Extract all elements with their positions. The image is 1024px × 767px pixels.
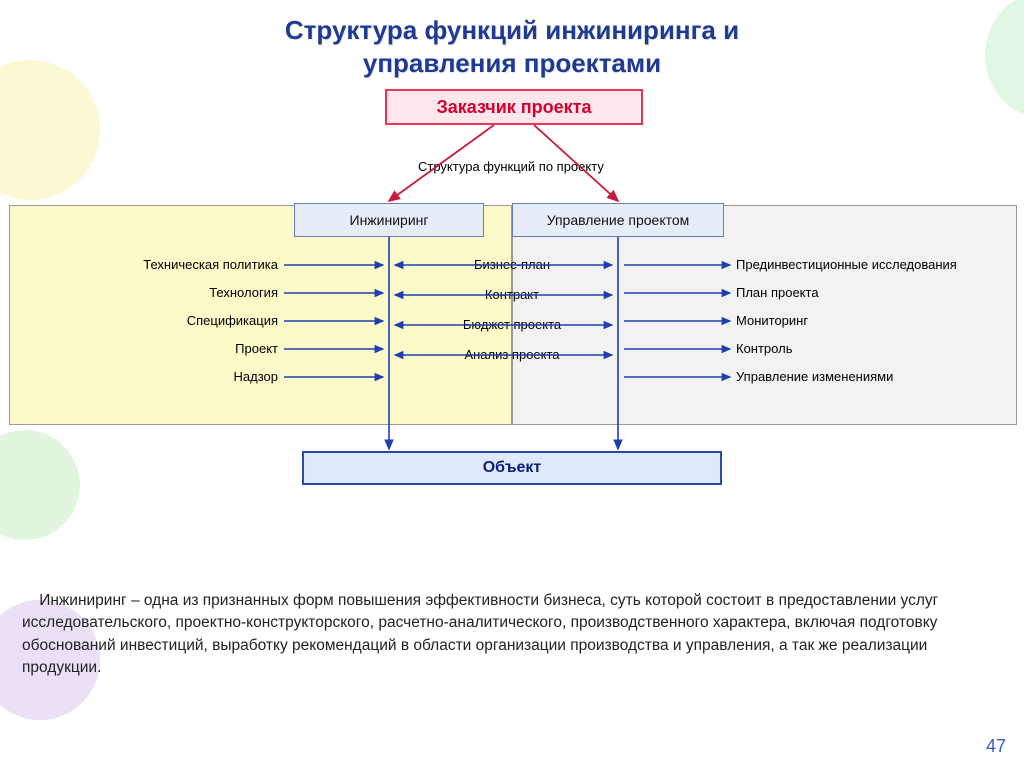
shared-item: Контракт — [432, 287, 592, 302]
shared-item: Анализ проекта — [432, 347, 592, 362]
pm-item: Прединвестиционные исследования — [736, 257, 957, 272]
definition-text: Инжиниринг – одна из признанных форм пов… — [22, 592, 938, 676]
pm-label: Управление проектом — [547, 212, 690, 228]
shared-item: Бизнес-план — [432, 257, 592, 272]
pm-item: Мониторинг — [736, 313, 808, 328]
engineering-item: Проект — [235, 341, 278, 356]
diagram: Заказчик проекта Структура функций по пр… — [0, 85, 1024, 485]
pm-box: Управление проектом — [512, 203, 724, 237]
structure-functions-label: Структура функций по проекту — [418, 159, 604, 174]
engineering-item: Спецификация — [187, 313, 278, 328]
engineering-box: Инжиниринг — [294, 203, 484, 237]
title-line2: управления проектами — [363, 48, 661, 78]
engineering-label: Инжиниринг — [350, 212, 429, 228]
slide-title: Структура функций инжиниринга и управлен… — [0, 14, 1024, 79]
title-line1: Структура функций инжиниринга и — [285, 15, 739, 45]
shared-item: Бюджет проекта — [432, 317, 592, 332]
engineering-item: Надзор — [234, 369, 278, 384]
pm-item: План проекта — [736, 285, 819, 300]
customer-label: Заказчик проекта — [436, 97, 591, 118]
engineering-item: Технология — [209, 285, 278, 300]
object-box: Объект — [302, 451, 722, 485]
page-number: 47 — [986, 736, 1006, 757]
engineering-item: Техническая политика — [143, 257, 278, 272]
customer-box: Заказчик проекта — [385, 89, 643, 125]
object-label: Объект — [483, 459, 542, 477]
pm-item: Контроль — [736, 341, 792, 356]
pm-item: Управление изменениями — [736, 369, 893, 384]
definition-paragraph: Инжиниринг – одна из признанных форм пов… — [22, 590, 1002, 680]
